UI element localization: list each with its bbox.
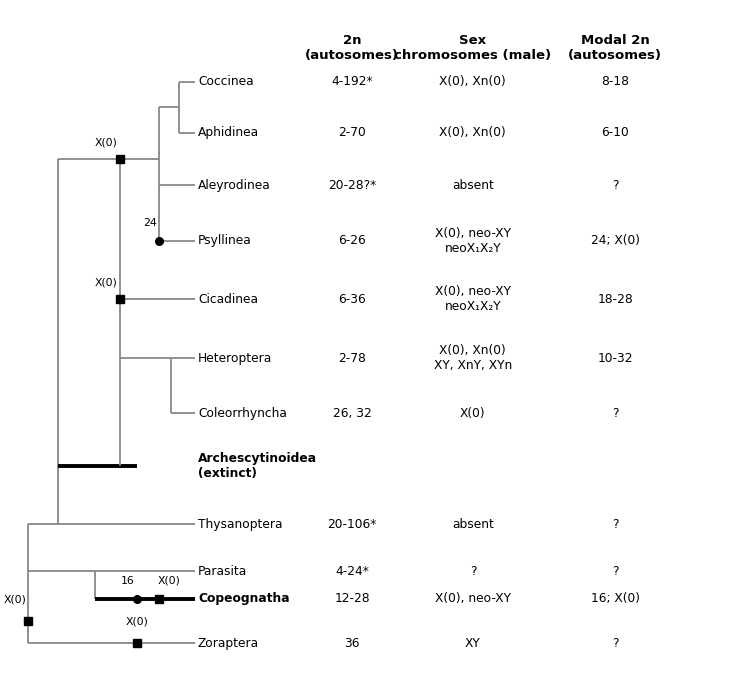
Text: X(0), neo-XY
neoX₁X₂Y: X(0), neo-XY neoX₁X₂Y	[435, 227, 511, 255]
Text: Cicadinea: Cicadinea	[198, 293, 258, 306]
Text: 6-36: 6-36	[338, 293, 366, 306]
Text: X(0): X(0)	[94, 137, 117, 147]
Text: 4-192*: 4-192*	[331, 75, 373, 88]
Text: Coleorrhyncha: Coleorrhyncha	[198, 407, 287, 420]
Text: 2-78: 2-78	[338, 351, 366, 364]
Text: 18-28: 18-28	[597, 293, 633, 306]
Text: 2-70: 2-70	[338, 126, 366, 139]
Text: Parasita: Parasita	[198, 565, 247, 578]
Text: 16; X(0): 16; X(0)	[590, 592, 640, 605]
Text: Psyllinea: Psyllinea	[198, 235, 252, 248]
Text: X(0): X(0)	[158, 576, 181, 586]
Text: 36: 36	[344, 637, 360, 650]
Text: 6-26: 6-26	[338, 235, 366, 248]
Text: Thysanoptera: Thysanoptera	[198, 518, 283, 531]
Text: X(0), Xn(0): X(0), Xn(0)	[439, 126, 507, 139]
Text: Archescytinoidea
(extinct): Archescytinoidea (extinct)	[198, 452, 317, 480]
Text: 6-10: 6-10	[601, 126, 629, 139]
Text: X(0), Xn(0)
XY, XnY, XYn: X(0), Xn(0) XY, XnY, XYn	[434, 344, 512, 372]
Text: Coccinea: Coccinea	[198, 75, 253, 88]
Text: absent: absent	[452, 178, 494, 191]
Text: ?: ?	[612, 565, 618, 578]
Text: 26, 32: 26, 32	[333, 407, 371, 420]
Text: 24; X(0): 24; X(0)	[590, 235, 640, 248]
Text: Sex
chromosomes (male): Sex chromosomes (male)	[395, 34, 551, 62]
Text: X(0), neo-XY
neoX₁X₂Y: X(0), neo-XY neoX₁X₂Y	[435, 285, 511, 314]
Text: Aleyrodinea: Aleyrodinea	[198, 178, 271, 191]
Text: ?: ?	[469, 565, 476, 578]
Text: 10-32: 10-32	[597, 351, 633, 364]
Text: 2n
(autosomes): 2n (autosomes)	[305, 34, 399, 62]
Text: XY: XY	[465, 637, 481, 650]
Text: X(0), Xn(0): X(0), Xn(0)	[439, 75, 507, 88]
Text: 20-28?*: 20-28?*	[328, 178, 376, 191]
Text: X(0): X(0)	[94, 277, 117, 287]
Text: ?: ?	[612, 178, 618, 191]
Text: 20-106*: 20-106*	[327, 518, 376, 531]
Text: ?: ?	[612, 407, 618, 420]
Text: Heteroptera: Heteroptera	[198, 351, 272, 364]
Text: X(0): X(0)	[3, 595, 26, 605]
Text: ?: ?	[612, 637, 618, 650]
Text: 8-18: 8-18	[601, 75, 629, 88]
Text: 12-28: 12-28	[334, 592, 370, 605]
Text: X(0): X(0)	[460, 407, 485, 420]
Text: ?: ?	[612, 518, 618, 531]
Text: Zoraptera: Zoraptera	[198, 637, 259, 650]
Text: Modal 2n
(autosomes): Modal 2n (autosomes)	[568, 34, 662, 62]
Text: Copeognatha: Copeognatha	[198, 592, 290, 605]
Text: absent: absent	[452, 518, 494, 531]
Text: 16: 16	[121, 576, 135, 586]
Text: X(0): X(0)	[125, 617, 149, 627]
Text: 24: 24	[143, 217, 156, 228]
Text: X(0), neo-XY: X(0), neo-XY	[435, 592, 511, 605]
Text: Aphidinea: Aphidinea	[198, 126, 259, 139]
Text: 4-24*: 4-24*	[335, 565, 369, 578]
